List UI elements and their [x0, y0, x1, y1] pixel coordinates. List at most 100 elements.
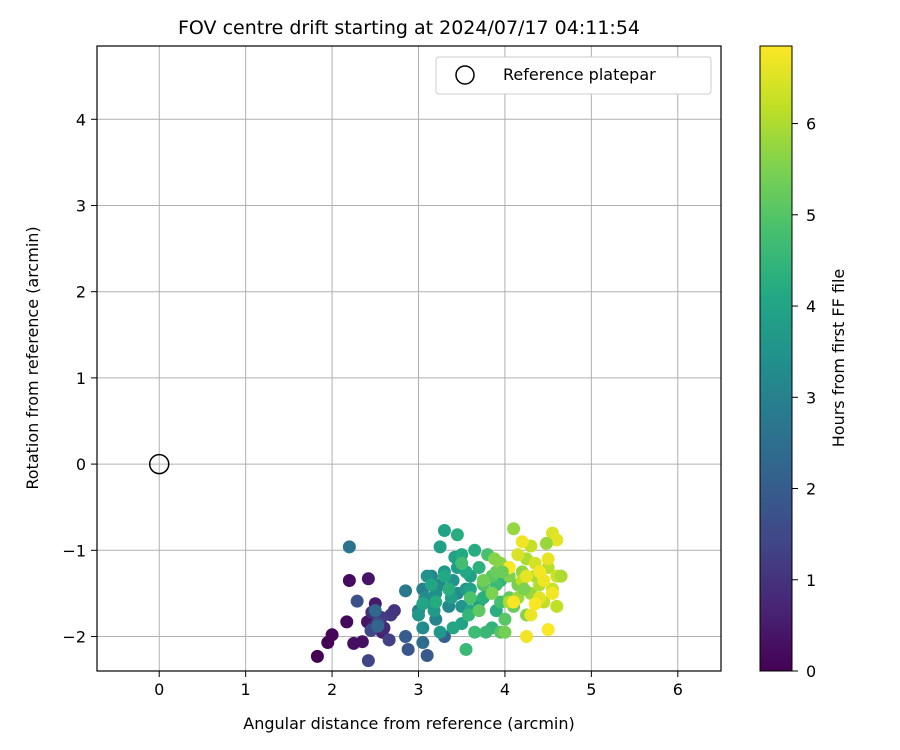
x-tick-label: 6 [673, 680, 683, 699]
data-point [550, 533, 564, 547]
data-point [340, 615, 354, 629]
data-point [498, 625, 512, 639]
data-point [539, 536, 553, 550]
colorbar-tick-label: 0 [806, 662, 816, 681]
x-tick-label: 0 [154, 680, 164, 699]
data-point [437, 523, 451, 537]
data-point [361, 654, 375, 668]
colorbar-tick-label: 4 [806, 297, 816, 316]
colorbar-tick-label: 1 [806, 571, 816, 590]
data-point [355, 635, 369, 649]
legend: Reference platepar [435, 56, 712, 95]
data-point [550, 599, 564, 613]
x-tick-label: 3 [413, 680, 423, 699]
data-point [446, 621, 460, 635]
data-point [433, 540, 447, 554]
y-tick-label: −2 [62, 628, 86, 647]
data-point [468, 543, 482, 557]
data-point [472, 604, 486, 618]
data-point [545, 586, 559, 600]
data-point [420, 648, 434, 662]
data-point [517, 582, 531, 596]
x-tick-label: 2 [327, 680, 337, 699]
data-point [371, 619, 385, 633]
data-point [399, 630, 413, 644]
data-point [424, 578, 438, 592]
data-point [459, 642, 473, 656]
y-tick-label: 1 [76, 369, 86, 388]
chart-title: FOV centre drift starting at 2024/07/17 … [178, 17, 640, 39]
data-point [442, 582, 456, 596]
data-point [463, 591, 477, 605]
colorbar: 0 1 2 3 4 5 6 Hours from first FF file [759, 45, 848, 681]
data-point [541, 552, 555, 566]
y-tick-label: 4 [76, 110, 86, 129]
x-axis: 0 1 2 3 4 5 6 [154, 671, 683, 699]
data-point [554, 569, 568, 583]
data-point [416, 597, 430, 611]
data-point [429, 595, 443, 609]
data-point [511, 548, 525, 562]
data-point [528, 597, 542, 611]
data-point [468, 625, 482, 639]
x-tick-label: 4 [500, 680, 510, 699]
data-point [350, 594, 364, 608]
y-tick-label: −1 [62, 541, 86, 560]
colorbar-tick-label: 6 [806, 115, 816, 134]
data-point [325, 628, 339, 642]
data-point [455, 556, 469, 570]
data-point [416, 636, 430, 650]
legend-box [435, 56, 712, 95]
data-point [520, 569, 534, 583]
x-tick-label: 1 [241, 680, 251, 699]
reference-marker-icon [148, 453, 170, 475]
data-point [498, 612, 512, 626]
legend-entry-label: Reference platepar [503, 65, 656, 84]
data-point [472, 561, 486, 575]
y-tick-label: 0 [76, 455, 86, 474]
plot-frame [96, 45, 722, 672]
data-point [485, 586, 499, 600]
data-point [416, 621, 430, 635]
data-point [488, 552, 502, 566]
data-point [361, 572, 375, 586]
data-point [450, 528, 464, 542]
data-point [515, 535, 529, 549]
data-point [462, 608, 476, 622]
data-point [310, 649, 324, 663]
colorbar-tick-label: 2 [806, 480, 816, 499]
data-point [495, 565, 509, 579]
data-point [524, 608, 538, 622]
data-point [382, 633, 396, 647]
colorbar-title: Hours from first FF file [829, 269, 848, 448]
data-point [541, 623, 555, 637]
y-tick-label: 3 [76, 196, 86, 215]
reference-marker-group [148, 453, 170, 475]
data-point [437, 569, 451, 583]
data-point [368, 604, 382, 618]
x-axis-title: Angular distance from reference (arcmin) [243, 714, 574, 733]
data-point [412, 608, 426, 622]
grid-lines [97, 46, 721, 671]
data-point [520, 630, 534, 644]
colorbar-tick-label: 5 [806, 206, 816, 225]
data-point [342, 540, 356, 554]
colorbar-tick-label: 3 [806, 388, 816, 407]
data-point [399, 584, 413, 598]
data-points [310, 522, 568, 668]
data-point [476, 573, 490, 587]
data-point [533, 565, 547, 579]
data-point [401, 642, 415, 656]
legend-reference-marker-icon [455, 65, 475, 85]
x-tick-label: 5 [586, 680, 596, 699]
data-point [507, 595, 521, 609]
data-point [507, 522, 521, 536]
data-point [479, 625, 493, 639]
data-point [342, 573, 356, 587]
colorbar-ticks: 0 1 2 3 4 5 6 [792, 115, 816, 681]
colorbar-gradient [759, 45, 793, 672]
y-axis: −2 −1 0 1 2 3 4 [62, 110, 97, 647]
data-point [433, 625, 447, 639]
y-tick-label: 2 [76, 283, 86, 302]
